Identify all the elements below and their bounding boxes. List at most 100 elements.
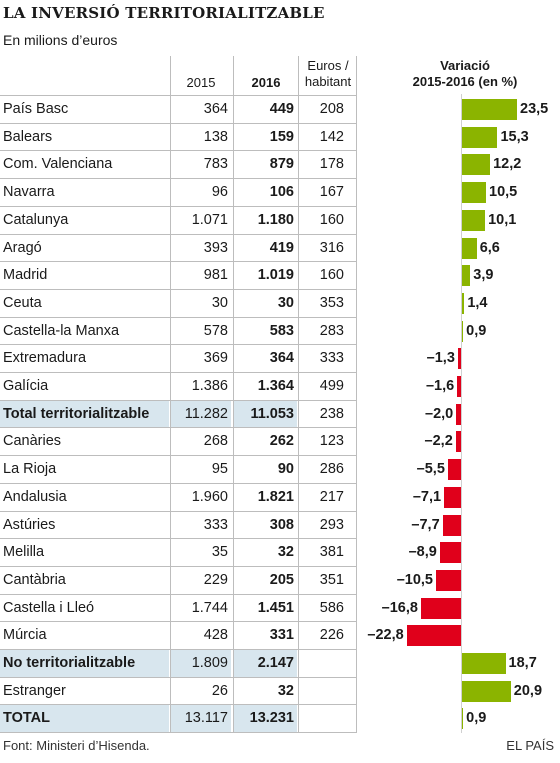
variation-bar	[461, 182, 487, 204]
variation-bar	[420, 597, 461, 619]
header-euros-line2: habitant	[304, 74, 352, 89]
cell-y2015: 96	[211, 184, 228, 201]
cell-y2015: 13.117	[184, 710, 228, 727]
variation-label: 1,4	[467, 294, 488, 311]
header-2015: 2015	[186, 75, 216, 90]
source-note: Font: Ministeri d’Hisenda.	[3, 738, 150, 753]
cell-name: Balears	[3, 128, 53, 145]
cell-name: Estranger	[3, 682, 66, 699]
cell-name: Extremadura	[3, 350, 87, 367]
row-divider	[0, 704, 356, 706]
cell-y2015: 578	[203, 322, 228, 339]
table-row: TOTAL 13.117 13.231 0,9	[0, 705, 560, 733]
column-divider	[356, 56, 357, 734]
cell-per-capita: 316	[319, 239, 344, 256]
variation-label: –5,5	[416, 461, 445, 478]
cell-name: Total territorialitzable	[3, 405, 150, 422]
cell-y2015: 1.809	[191, 655, 228, 671]
variation-bar	[442, 514, 461, 536]
table-row: Com. Valenciana 783 879 178 12,2	[0, 151, 560, 179]
table-row: Andalusia 1.960 1.821 217 –7,1	[0, 484, 560, 512]
variation-label: –7,1	[412, 488, 442, 505]
table-row: País Basc 364 449 208 23,5	[0, 96, 560, 124]
cell-name: Canàries	[3, 433, 62, 450]
cell-y2016: 449	[269, 101, 294, 117]
cell-per-capita: 178	[319, 156, 344, 173]
cell-y2015: 1.386	[191, 378, 228, 394]
table-row: Catalunya 1.071 1.180 160 10,1	[0, 207, 560, 235]
cell-y2015: 229	[203, 571, 228, 588]
cell-y2015: 981	[203, 267, 228, 284]
row-divider	[0, 649, 356, 650]
variation-bar	[461, 209, 486, 231]
variation-bar	[461, 292, 465, 314]
cell-name: Melilla	[3, 544, 45, 561]
cell-y2016: 106	[269, 184, 294, 201]
cell-y2016: 364	[269, 350, 294, 367]
row-divider	[0, 399, 356, 401]
cell-name: Galícia	[3, 378, 49, 394]
cell-y2015: 428	[203, 627, 228, 644]
variation-bar	[456, 403, 461, 425]
cell-y2016: 262	[269, 433, 294, 450]
brand-label: EL PAÍS	[506, 738, 554, 753]
cell-y2015: 369	[203, 350, 228, 367]
column-divider	[298, 56, 299, 734]
row-divider	[0, 122, 356, 124]
cell-per-capita: 586	[319, 599, 344, 616]
column-divider	[233, 56, 234, 734]
cell-y2016: 205	[269, 571, 294, 588]
header-variation: Variació 2015-2016 (en %)	[380, 58, 550, 90]
chart-subtitle: En milions d’euros	[3, 32, 118, 48]
row-divider	[0, 482, 356, 484]
variation-bar	[457, 376, 461, 397]
cell-y2016: 32	[277, 544, 294, 561]
variation-label: 12,2	[493, 156, 522, 173]
table-row: Extremadura 369 364 333 –1,3	[0, 345, 560, 373]
cell-y2016: 331	[269, 627, 294, 644]
cell-name: Cantàbria	[3, 571, 66, 588]
cell-per-capita: 381	[319, 544, 344, 561]
header-2016: 2016	[251, 75, 281, 90]
cell-per-capita	[298, 678, 344, 705]
cell-y2016: 11.053	[250, 405, 294, 422]
cell-y2016: 1.019	[257, 267, 294, 284]
row-divider	[0, 233, 356, 235]
variation-label: –1,3	[426, 350, 455, 367]
variation-label: –16,8	[381, 599, 418, 616]
cell-per-capita: 217	[319, 488, 344, 505]
cell-highlight	[234, 650, 297, 677]
table-row: Balears 138 159 142 15,3	[0, 124, 560, 152]
table-row: Galícia 1.386 1.364 499 –1,6	[0, 373, 560, 401]
cell-per-capita: 333	[319, 350, 344, 367]
cell-y2015: 35	[211, 544, 228, 561]
table-row: Cantàbria 229 205 351 –10,5	[0, 567, 560, 595]
cell-y2015: 333	[203, 516, 228, 533]
header-variation-line1: Variació	[440, 58, 490, 73]
table-row: No territorialitzable 1.809 2.147 18,7	[0, 650, 560, 678]
table-top-border	[0, 95, 356, 96]
zero-axis	[461, 94, 462, 734]
table-row: Melilla 35 32 381 –8,9	[0, 539, 560, 567]
row-divider	[0, 732, 356, 734]
variation-label: 3,9	[473, 267, 494, 284]
column-divider	[170, 56, 171, 734]
variation-bar	[461, 680, 511, 702]
cell-y2015: 1.960	[191, 488, 228, 505]
cell-y2015: 138	[203, 128, 228, 145]
row-divider	[0, 510, 356, 512]
cell-name: Andalusia	[3, 488, 67, 505]
cell-name: Castella-la Manxa	[3, 322, 120, 339]
cell-y2016: 1.451	[257, 599, 294, 616]
cell-per-capita: 123	[319, 433, 344, 450]
cell-y2016: 1.180	[257, 211, 294, 228]
cell-per-capita: 353	[319, 294, 344, 311]
variation-bar	[457, 348, 461, 370]
table-row: Ceuta 30 30 353 1,4	[0, 290, 560, 318]
cell-y2015: 783	[203, 156, 228, 173]
row-divider	[0, 455, 356, 457]
variation-label: –22,8	[367, 627, 404, 644]
cell-per-capita: 167	[319, 184, 344, 201]
cell-per-capita: 226	[319, 627, 344, 644]
cell-highlight	[0, 400, 169, 428]
